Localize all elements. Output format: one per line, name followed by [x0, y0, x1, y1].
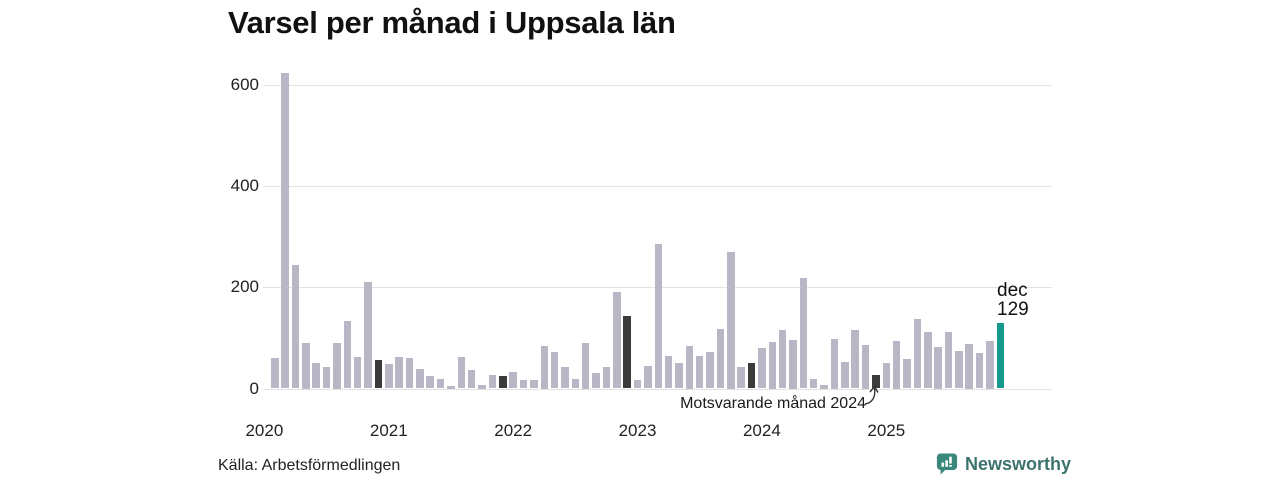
x-tick-label: 2021 — [369, 421, 408, 440]
page-title: Varsel per månad i Uppsala län — [228, 5, 676, 40]
bar-2021-08 — [457, 357, 466, 389]
highlight-month-label: dec — [997, 280, 1028, 301]
bar-2025-07 — [944, 331, 953, 389]
bar-2025-02 — [892, 341, 901, 389]
y-tick-label: 0 — [249, 378, 259, 398]
gridline — [263, 85, 1052, 87]
bar-2020-09 — [343, 321, 352, 389]
bar-2025-10 — [975, 352, 984, 389]
bar-2022-07 — [571, 379, 580, 389]
bar-2024-03 — [778, 329, 787, 389]
bar-2023-02 — [644, 366, 652, 389]
bar-2021-01 — [385, 363, 393, 389]
bar-2020-11 — [364, 282, 372, 389]
y-tick-label: 600 — [230, 75, 259, 95]
bar-2024-05 — [799, 278, 808, 389]
x-tick-label: 2020 — [245, 421, 284, 440]
gridline — [263, 388, 1052, 390]
newsworthy-brand-link[interactable]: Newsworthy — [936, 452, 1071, 476]
bar-2021-09 — [467, 370, 476, 389]
x-tick-label: 2023 — [618, 421, 657, 440]
bar-2025-11 — [986, 340, 994, 389]
bar-2024-07 — [820, 384, 828, 389]
bar-2023-01 — [633, 379, 642, 389]
bar-2021-07 — [447, 385, 455, 389]
bar-2025-09 — [965, 344, 973, 389]
brand-name: Newsworthy — [965, 453, 1072, 474]
x-tick-label: 2025 — [867, 421, 906, 440]
comparison-annotation: Motsvarande månad 2024 — [680, 395, 866, 412]
bar-2021-05 — [426, 375, 434, 389]
bar-2025-12 — [996, 323, 1005, 389]
bar-2024-11 — [861, 345, 870, 389]
bar-2025-04 — [913, 318, 922, 389]
source-note: Källa: Arbetsförmedlingen — [218, 457, 401, 474]
bar-2020-02 — [271, 358, 279, 389]
bar-2025-06 — [934, 346, 942, 389]
bar-2021-06 — [436, 378, 445, 389]
bar-2021-11 — [488, 375, 497, 389]
bar-2024-04 — [789, 340, 797, 389]
bar-2024-01 — [758, 348, 766, 389]
bar-2020-08 — [333, 343, 341, 389]
bar-2023-09 — [716, 328, 725, 389]
x-tick-label: 2024 — [742, 421, 781, 440]
bar-2022-05 — [550, 352, 559, 389]
bar-2022-12 — [623, 316, 631, 389]
bar-2020-06 — [312, 363, 320, 389]
bar-2024-10 — [851, 329, 859, 389]
bar-2024-06 — [809, 378, 818, 389]
bar-2025-05 — [924, 331, 932, 389]
bar-2023-11 — [737, 367, 745, 389]
bar-2020-03 — [281, 72, 289, 389]
bar-2024-09 — [841, 361, 849, 389]
bar-2024-12 — [872, 375, 880, 389]
bar-2023-10 — [727, 252, 735, 389]
bar-2024-02 — [768, 342, 777, 389]
bar-2022-08 — [581, 343, 590, 389]
bar-2022-02 — [519, 379, 528, 389]
bar-2025-01 — [882, 363, 891, 389]
bar-2022-04 — [540, 345, 549, 389]
annotation-arrow-icon — [864, 385, 879, 405]
bar-2021-04 — [416, 369, 424, 389]
bar-2023-08 — [706, 352, 714, 389]
bar-2025-08 — [955, 350, 963, 389]
bar-2020-04 — [291, 264, 300, 389]
bar-2023-05 — [675, 363, 683, 389]
bar-2021-12 — [499, 376, 507, 389]
bar-2023-04 — [664, 355, 673, 389]
highlight-callout: dec 129 — [997, 281, 1029, 319]
bar-2023-06 — [685, 346, 694, 389]
x-tick-label: 2022 — [494, 421, 533, 440]
y-tick-label: 400 — [230, 176, 259, 196]
bar-2020-12 — [374, 359, 383, 389]
bar-2020-10 — [353, 356, 362, 389]
bar-2021-10 — [478, 384, 486, 389]
bar-2021-03 — [405, 358, 414, 389]
bar-2023-12 — [747, 363, 756, 389]
bar-2022-10 — [602, 367, 611, 389]
bar-2023-03 — [654, 243, 663, 389]
bar-2025-03 — [903, 358, 911, 389]
bar-2022-03 — [530, 380, 538, 389]
gridline — [263, 186, 1052, 188]
bar-2020-05 — [302, 343, 310, 389]
bar-2022-01 — [509, 372, 517, 389]
bar-2021-02 — [395, 357, 403, 389]
bar-2020-07 — [322, 367, 331, 389]
y-tick-label: 200 — [230, 277, 259, 297]
newsworthy-logo-icon — [936, 453, 958, 475]
bar-2022-11 — [613, 291, 621, 389]
bar-2022-09 — [592, 373, 600, 389]
bar-2023-07 — [695, 355, 704, 389]
bar-2024-08 — [830, 339, 839, 389]
highlight-value-label: 129 — [997, 299, 1029, 320]
bar-2022-06 — [561, 367, 569, 389]
